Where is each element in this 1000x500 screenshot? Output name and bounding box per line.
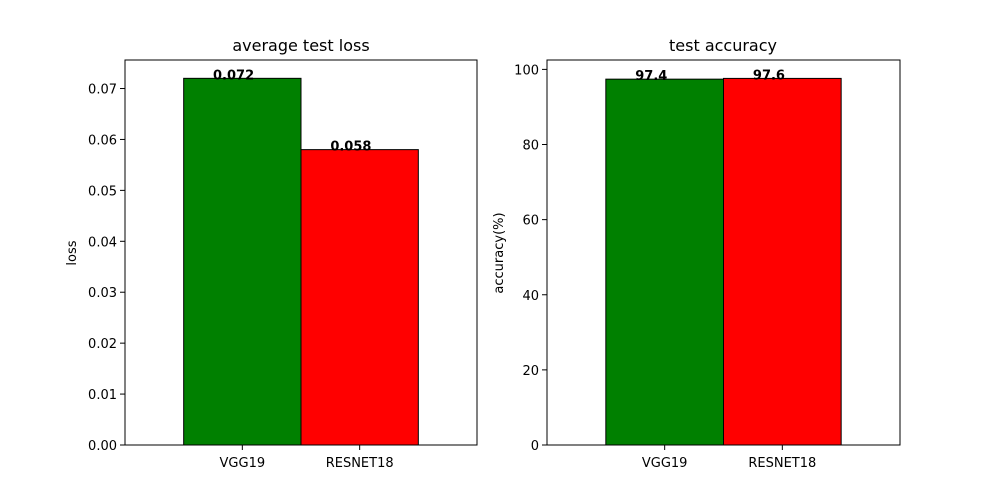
loss-y-tick-label: 0.06 [88,133,117,148]
loss-y-axis-label: loss [65,240,80,265]
accuracy-chart: test accuracy accuracy(%) 97.4 97.6 0 20 40… [492,36,901,471]
accuracy-y-tick-label: 100 [514,63,539,78]
accuracy-data-labels: 97.4 97.6 [635,68,785,84]
accuracy-y-tick-label: 80 [522,139,539,154]
accuracy-bars [605,77,842,446]
loss-bar-resnet18 [300,149,419,446]
loss-x-ticks: VGG19 RESNET18 [220,445,394,471]
accuracy-data-label-resnet18: 97.6 [753,68,785,83]
loss-x-tick-label: RESNET18 [326,456,394,471]
accuracy-bar-resnet18 [723,77,842,446]
loss-bar-vgg19 [183,77,302,446]
accuracy-bar-vgg19 [605,78,724,446]
accuracy-y-axis-label: accuracy(%) [492,212,507,293]
loss-y-tick-label: 0.01 [88,388,117,403]
accuracy-y-tick-label: 60 [522,214,539,229]
accuracy-plot-frame [546,59,901,446]
loss-bars [183,77,419,446]
accuracy-data-label-vgg19: 97.4 [635,69,667,84]
accuracy-y-tick-label: 40 [522,289,539,304]
accuracy-x-tick-label: VGG19 [642,456,688,471]
loss-y-tick-label: 0.03 [88,286,117,301]
loss-y-tick-label: 0.02 [88,337,117,352]
loss-data-label-vgg19: 0.072 [213,68,254,83]
accuracy-x-tick-label: RESNET18 [748,456,816,471]
loss-x-tick-label: VGG19 [220,456,266,471]
loss-chart-title: average test loss [232,36,369,55]
accuracy-y-ticks: 0 20 40 60 80 100 [514,63,547,454]
accuracy-x-ticks: VGG19 RESNET18 [642,445,816,471]
accuracy-y-tick-label: 20 [522,364,539,379]
accuracy-y-tick-label: 0 [531,439,539,454]
loss-y-tick-label: 0.05 [88,184,117,199]
accuracy-chart-title: test accuracy [669,36,777,55]
loss-data-label-resnet18: 0.058 [330,140,371,155]
loss-data-labels: 0.072 0.058 [213,68,371,154]
loss-y-ticks: 0.00 0.01 0.02 0.03 0.04 0.05 0.06 0.07 [88,83,125,454]
loss-plot-frame [124,59,478,446]
loss-y-tick-label: 0.00 [88,439,117,454]
loss-y-tick-label: 0.07 [88,83,117,98]
loss-y-tick-label: 0.04 [88,235,117,250]
